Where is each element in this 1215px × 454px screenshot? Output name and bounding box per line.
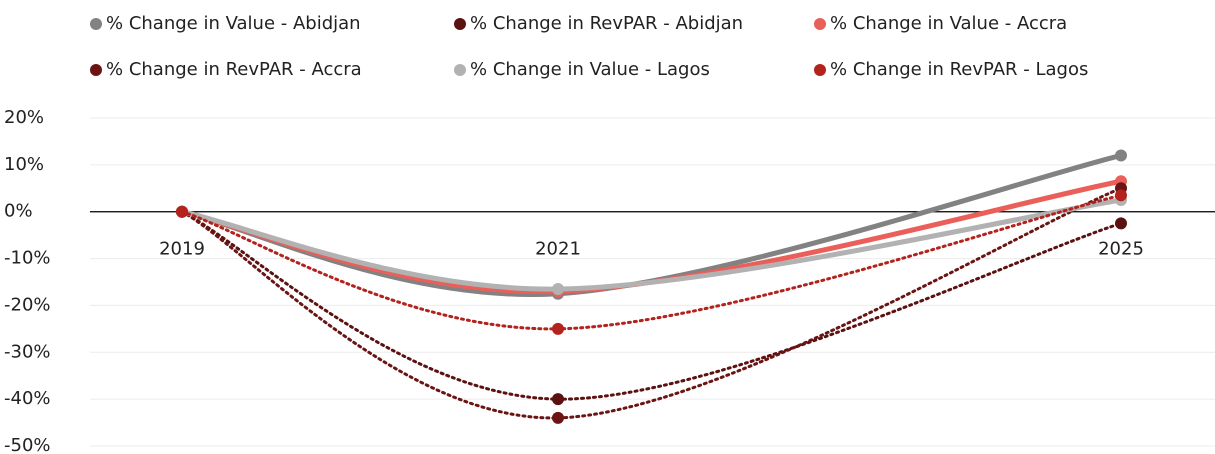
legend-marker <box>454 64 466 76</box>
y-tick-label: -40% <box>4 388 51 409</box>
x-tick-label: 2025 <box>1098 239 1144 260</box>
legend-label: % Change in RevPAR - Accra <box>106 59 362 80</box>
legend-label: % Change in RevPAR - Abidjan <box>470 13 743 34</box>
y-tick-label: -50% <box>4 435 51 454</box>
legend-marker <box>454 18 466 30</box>
data-point <box>176 205 188 218</box>
series-line <box>180 193 1123 331</box>
y-tick-label: -30% <box>4 341 51 362</box>
legend-marker <box>90 64 102 76</box>
legend-marker <box>814 18 826 30</box>
legend-label: % Change in RevPAR - Lagos <box>830 59 1088 80</box>
data-point <box>552 322 564 335</box>
legend-marker <box>814 64 826 76</box>
x-tick-label: 2019 <box>159 239 205 260</box>
y-tick-label: 10% <box>4 154 44 175</box>
y-tick-label: -10% <box>4 248 51 269</box>
data-point <box>1115 189 1127 202</box>
legend-label: % Change in Value - Abidjan <box>106 13 361 34</box>
series-line <box>180 186 1123 420</box>
y-tick-label: 20% <box>4 107 44 128</box>
legend-label: % Change in Value - Lagos <box>470 59 710 80</box>
legend-label: % Change in Value - Accra <box>830 13 1067 34</box>
data-point <box>552 411 564 424</box>
legend-marker <box>90 18 102 30</box>
series-line <box>180 210 1123 401</box>
data-point <box>1115 217 1127 230</box>
data-point <box>552 393 564 406</box>
x-tick-label: 2021 <box>535 239 581 260</box>
data-point <box>1115 149 1127 162</box>
series-line <box>179 197 1124 292</box>
y-tick-label: -20% <box>4 294 51 315</box>
y-tick-label: 0% <box>4 201 33 222</box>
data-point <box>552 283 564 296</box>
